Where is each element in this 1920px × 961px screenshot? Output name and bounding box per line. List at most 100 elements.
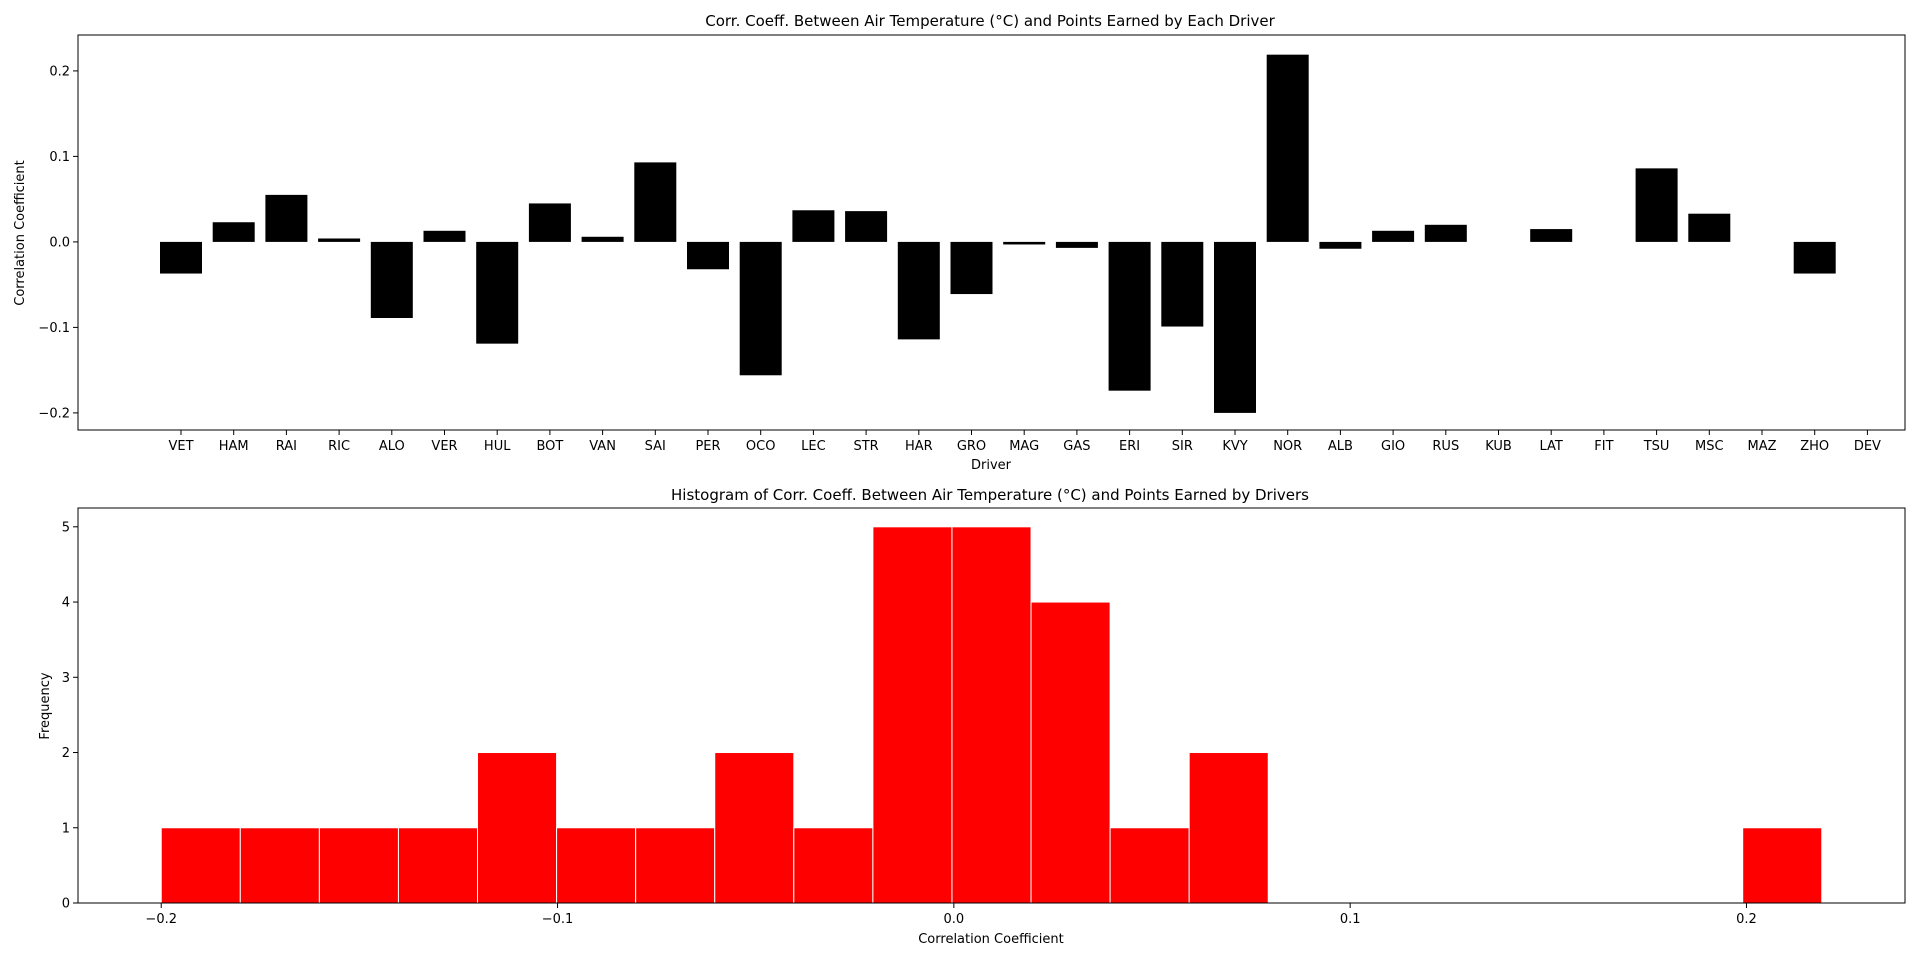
bar-alo <box>370 241 413 318</box>
x-tick-label: GIO <box>1381 439 1405 454</box>
x-tick-label: MAG <box>1009 439 1039 454</box>
histogram-bin-3 <box>397 827 479 904</box>
x-tick-label: RAI <box>276 439 297 454</box>
histogram-bin-12 <box>1109 827 1190 904</box>
y-tick-label: −0.1 <box>38 321 70 336</box>
bar-chart-axes-frame <box>77 34 1906 431</box>
bar-eri <box>1108 241 1151 391</box>
x-tick-label: SIR <box>1172 439 1193 454</box>
x-tick-label: ZHO <box>1800 439 1829 454</box>
x-tick-label: MAZ <box>1747 439 1776 454</box>
y-tick-label: 0.1 <box>49 150 70 165</box>
bar-lat <box>1530 229 1573 242</box>
x-tick-label: ERI <box>1119 439 1140 454</box>
bar-hul <box>476 241 519 344</box>
histogram-axes-frame <box>77 507 1906 904</box>
bar-bot <box>528 203 571 242</box>
x-tick-label: TSU <box>1643 439 1670 454</box>
histogram-bin-4 <box>477 752 558 904</box>
bar-van <box>581 236 624 242</box>
x-tick-label: VET <box>168 439 193 454</box>
x-tick-label: PER <box>695 439 720 454</box>
bar-msc <box>1688 213 1731 242</box>
bar-ham <box>212 222 255 242</box>
histogram-bin-11 <box>1030 601 1111 904</box>
x-tick-label: RIC <box>328 439 350 454</box>
x-tick-label: VER <box>431 439 457 454</box>
x-tick-label: 0.2 <box>1736 912 1757 927</box>
x-tick-label: GAS <box>1063 439 1090 454</box>
bar-rai <box>265 194 308 242</box>
bar-gas <box>1055 241 1098 248</box>
y-tick-label: 0.0 <box>49 235 70 250</box>
x-tick-label: KUB <box>1485 439 1512 454</box>
x-tick-label: STR <box>853 439 878 454</box>
y-tick-label: 5 <box>62 520 70 535</box>
bar-lec <box>792 210 835 242</box>
x-tick-label: 0.1 <box>1340 912 1361 927</box>
x-tick-label: FIT <box>1594 439 1613 454</box>
y-tick-label: 2 <box>62 746 70 761</box>
histogram-bin-20 <box>1742 827 1823 904</box>
x-tick-label: HUL <box>484 439 511 454</box>
histogram-bin-7 <box>714 752 795 904</box>
histogram-bin-2 <box>318 827 399 904</box>
bar-tsu <box>1635 168 1678 242</box>
histogram-bin-9 <box>872 526 953 904</box>
y-tick-label: 0.2 <box>49 64 70 79</box>
bar-chart-y-ticks: −0.2 −0.1 0.0 0.1 0.2 <box>38 64 78 421</box>
histogram-x-ticks: −0.2 −0.1 0.0 0.1 0.2 <box>145 903 1757 927</box>
bar-gro <box>950 241 993 295</box>
x-tick-label: LAT <box>1540 439 1563 454</box>
x-tick-label: SAI <box>645 439 666 454</box>
driver-correlation-bar-chart: Corr. Coeff. Between Air Temperature (°C… <box>13 12 1906 473</box>
x-tick-label: LEC <box>801 439 826 454</box>
histogram-bin-6 <box>635 827 716 904</box>
y-tick-label: 0 <box>62 897 70 912</box>
bar-sai <box>634 162 677 242</box>
bar-ric <box>318 238 361 242</box>
bar-nor <box>1266 54 1309 242</box>
x-tick-label: HAR <box>905 439 933 454</box>
x-tick-label: OCO <box>746 439 776 454</box>
histogram-bin-8 <box>793 827 874 904</box>
x-tick-label: NOR <box>1273 439 1302 454</box>
bar-mag <box>1003 241 1046 245</box>
bar-alb <box>1319 241 1362 249</box>
y-tick-label: 1 <box>62 821 70 836</box>
histogram-bin-5 <box>556 827 637 904</box>
bar-gio <box>1372 230 1415 242</box>
bar-chart-y-axis-label: Correlation Coefficient <box>13 160 28 306</box>
bar-chart-title: Corr. Coeff. Between Air Temperature (°C… <box>705 12 1275 30</box>
histogram-bins <box>160 526 1823 904</box>
x-tick-label: KVY <box>1222 439 1247 454</box>
histogram-bin-1 <box>239 827 320 904</box>
histogram-x-axis-label: Correlation Coefficient <box>918 932 1064 947</box>
x-tick-label: VAN <box>589 439 616 454</box>
bar-vet <box>160 241 202 274</box>
y-tick-label: −0.2 <box>38 406 70 421</box>
histogram-y-axis-label: Frequency <box>38 672 53 739</box>
bar-str <box>845 211 888 242</box>
bar-per <box>687 241 729 270</box>
histogram-bin-10 <box>951 526 1032 904</box>
y-tick-label: 3 <box>62 671 70 686</box>
bar-sir <box>1161 241 1204 327</box>
x-tick-label: HAM <box>219 439 249 454</box>
correlation-histogram: Histogram of Corr. Coeff. Between Air Te… <box>38 486 1906 947</box>
bar-chart-x-ticks: VET HAM RAI RIC ALO VER HUL BOT VAN SAI PER OCO LEC S… <box>168 430 1881 454</box>
bar-zho <box>1793 241 1836 274</box>
bar-rus <box>1424 224 1467 242</box>
y-tick-label: 4 <box>62 596 70 611</box>
bar-chart-x-axis-label: Driver <box>971 458 1012 473</box>
x-tick-label: 0.0 <box>944 912 965 927</box>
bar-oco <box>739 241 782 376</box>
bar-series <box>160 54 1836 413</box>
histogram-title: Histogram of Corr. Coeff. Between Air Te… <box>671 486 1309 504</box>
histogram-bin-13 <box>1188 752 1269 904</box>
x-tick-label: MSC <box>1695 439 1724 454</box>
bar-har <box>897 241 940 340</box>
x-tick-label: ALO <box>379 439 405 454</box>
bar-kvy <box>1214 241 1256 413</box>
